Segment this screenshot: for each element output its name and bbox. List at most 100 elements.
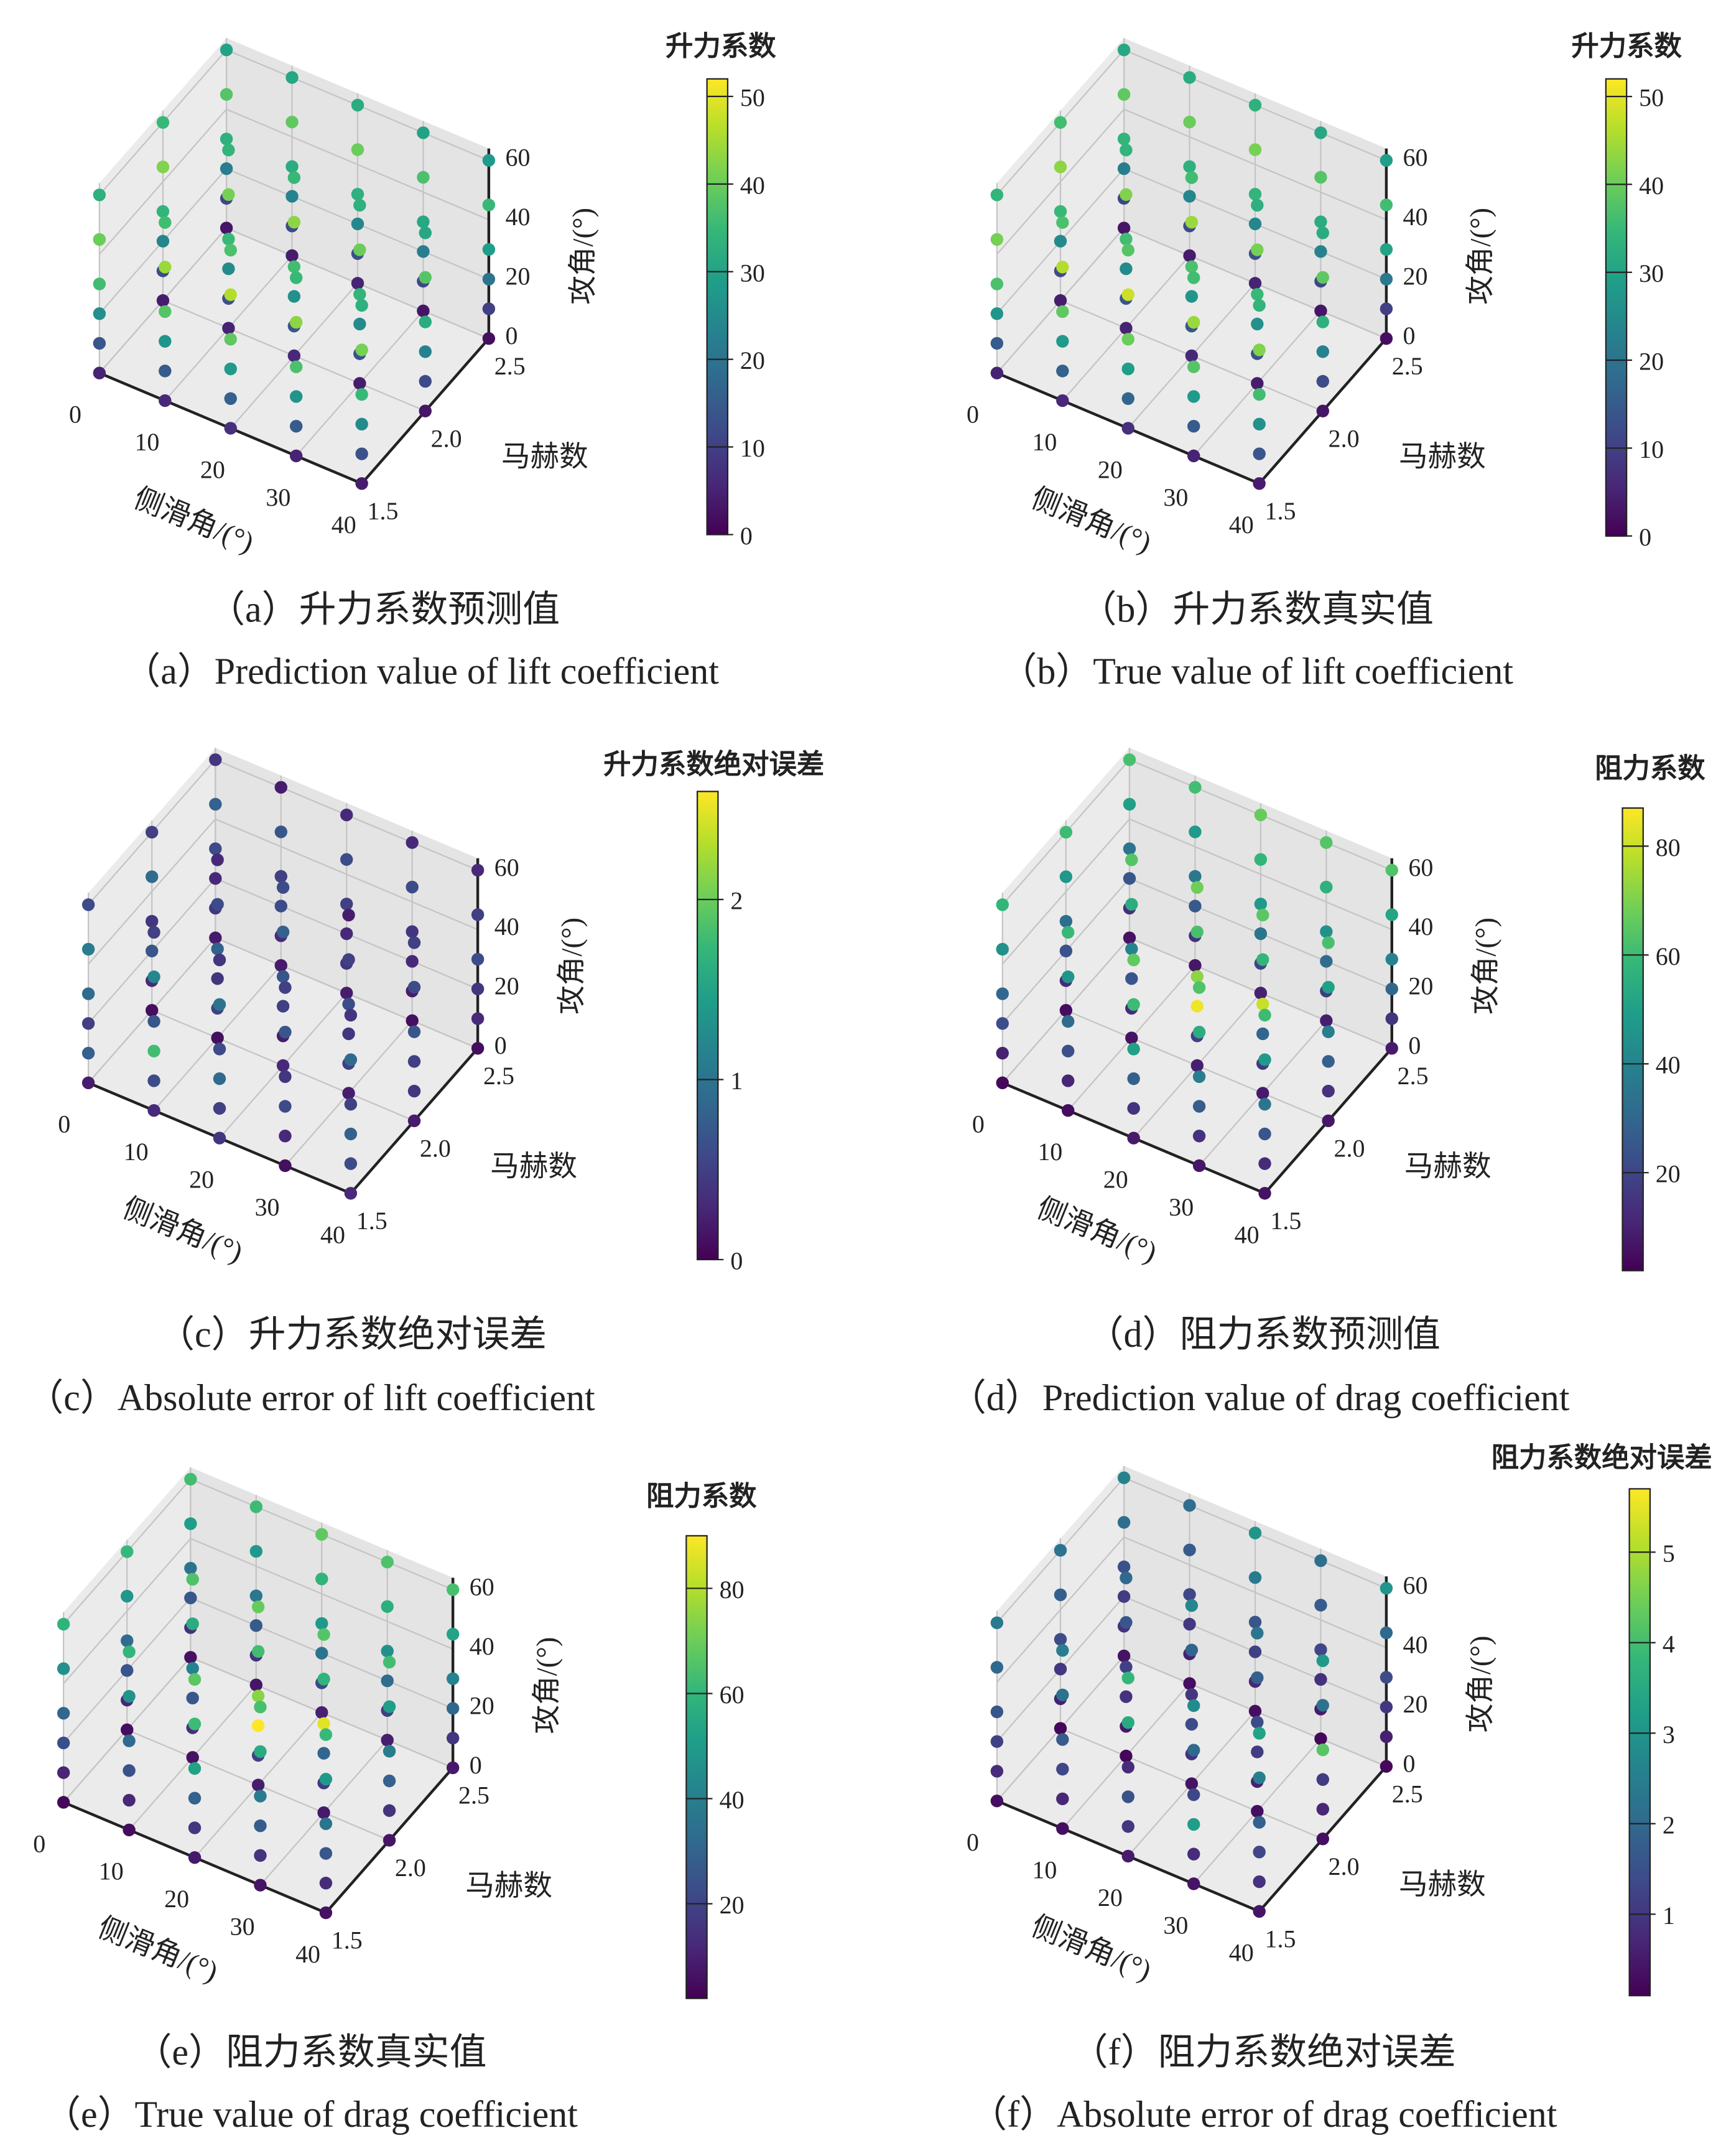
data-point <box>285 249 299 263</box>
grid-line <box>996 108 1125 255</box>
data-point <box>1320 1014 1333 1028</box>
y-axis-label: 马赫数 <box>1399 1869 1486 1901</box>
data-point <box>1322 936 1335 949</box>
data-point <box>213 1102 226 1115</box>
data-point <box>1251 1671 1264 1684</box>
data-point <box>147 1044 160 1057</box>
data-point <box>1314 1673 1327 1686</box>
z-tick-label: 60 <box>470 1573 494 1601</box>
grid-line <box>215 818 478 931</box>
data-point <box>1187 1847 1200 1861</box>
data-point <box>383 1834 396 1847</box>
data-point <box>996 987 1009 1000</box>
y-tick-label: 2.5 <box>1398 1062 1429 1090</box>
x-tick-label: 10 <box>99 1857 124 1885</box>
data-point <box>342 1087 355 1100</box>
data-point <box>446 1731 460 1745</box>
data-point <box>254 1745 267 1759</box>
x-tick-label: 0 <box>69 401 81 429</box>
data-point <box>482 332 496 345</box>
data-point <box>419 271 432 284</box>
data-point <box>1314 1599 1327 1612</box>
data-point <box>213 953 226 967</box>
data-point <box>383 1700 396 1713</box>
x-tick-label: 10 <box>124 1138 149 1166</box>
colorbar-tick-label: 50 <box>1639 84 1664 112</box>
data-point <box>1248 143 1262 156</box>
x-tick-label: 0 <box>972 1110 985 1138</box>
data-point <box>220 43 233 57</box>
data-point <box>121 1723 134 1737</box>
x-tick-label: 20 <box>1103 1165 1128 1193</box>
data-point <box>1059 870 1073 883</box>
data-point <box>1322 980 1335 994</box>
data-point <box>1056 1762 1069 1776</box>
data-point <box>188 1851 202 1864</box>
data-point <box>1061 1015 1075 1028</box>
z-tick-label: 0 <box>506 322 518 350</box>
data-point <box>1187 315 1200 329</box>
data-point <box>209 931 222 944</box>
data-point <box>289 419 303 433</box>
data-point <box>1121 288 1134 301</box>
data-point <box>1121 243 1134 257</box>
data-point <box>211 853 224 867</box>
data-point <box>220 88 233 101</box>
data-point <box>340 927 353 941</box>
y-axis-label: 马赫数 <box>490 1151 577 1183</box>
y-tick-label: 2.0 <box>1329 424 1360 452</box>
data-point <box>446 1583 460 1596</box>
z-axis-label: 攻角/(°) <box>1470 918 1502 1015</box>
data-point <box>990 277 1004 290</box>
data-point <box>211 1031 224 1044</box>
data-point <box>224 362 237 376</box>
data-point <box>419 226 432 239</box>
data-point <box>1253 477 1266 490</box>
data-point <box>209 842 222 855</box>
data-point <box>1056 335 1069 348</box>
data-point <box>1248 98 1262 112</box>
data-point <box>1054 1722 1067 1735</box>
x-axis-label: 侧滑角/(°) <box>1027 1910 1156 1987</box>
data-point <box>1125 898 1138 911</box>
data-point <box>1185 1717 1199 1731</box>
data-point <box>1120 322 1133 335</box>
data-point <box>407 1025 421 1038</box>
data-point <box>1322 1025 1335 1038</box>
data-point <box>1316 1773 1329 1786</box>
data-point <box>419 404 432 417</box>
data-point <box>344 1187 358 1200</box>
data-point <box>1380 302 1393 315</box>
data-point <box>1120 1660 1133 1674</box>
data-point <box>1253 343 1266 356</box>
data-point <box>276 1000 290 1013</box>
data-point <box>159 305 172 318</box>
data-point <box>93 188 106 202</box>
colorbar-tick-label: 60 <box>720 1681 745 1709</box>
y-tick-label: 1.5 <box>1265 497 1296 525</box>
data-point <box>1248 217 1262 231</box>
data-point <box>417 126 430 139</box>
data-point <box>1254 853 1268 866</box>
data-point <box>186 1691 199 1704</box>
data-point <box>1253 388 1266 401</box>
data-point <box>1059 825 1073 839</box>
data-point <box>1117 88 1131 101</box>
colorbar-tick-label: 40 <box>740 171 765 199</box>
x-tick-label: 30 <box>1169 1193 1194 1221</box>
data-point <box>276 1059 290 1072</box>
data-point <box>996 942 1009 956</box>
data-point <box>121 1545 134 1558</box>
data-point <box>81 942 95 956</box>
data-point <box>1120 262 1133 276</box>
data-point <box>1251 1745 1264 1759</box>
data-point <box>147 1074 160 1087</box>
grid-line <box>1001 819 1130 965</box>
data-point <box>1190 881 1204 894</box>
data-point <box>1316 374 1329 388</box>
x-tick-label: 20 <box>189 1165 214 1193</box>
data-point <box>279 1130 292 1143</box>
data-point <box>446 1627 460 1641</box>
data-point <box>184 1591 197 1605</box>
data-point <box>1125 942 1138 955</box>
